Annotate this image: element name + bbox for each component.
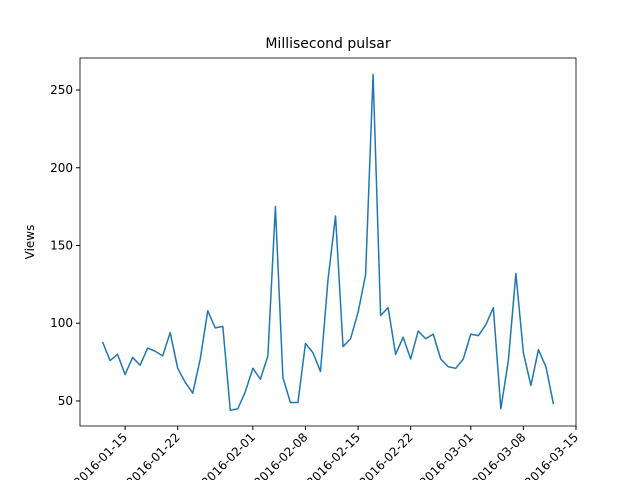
y-tick-label: 150 [50, 238, 73, 252]
chart-title: Millisecond pulsar [265, 36, 391, 52]
y-tick-label: 250 [50, 83, 73, 97]
y-tick-label: 50 [58, 394, 73, 408]
y-tick-label: 100 [50, 316, 73, 330]
y-tick-label: 200 [50, 161, 73, 175]
y-axis-label: Views [23, 225, 37, 260]
line [101, 73, 555, 412]
plot-frame [79, 57, 577, 427]
